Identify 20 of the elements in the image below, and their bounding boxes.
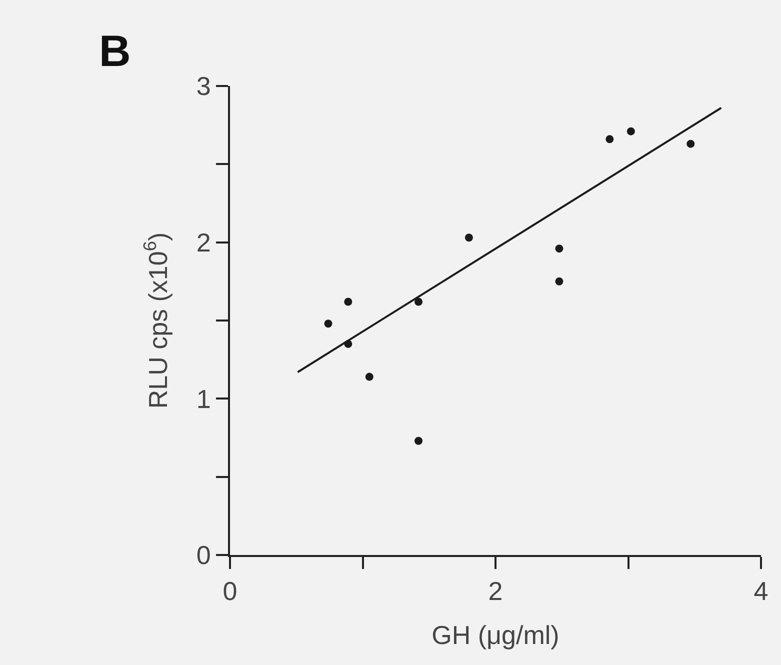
point xyxy=(626,127,635,136)
text: B xyxy=(99,27,131,76)
point xyxy=(555,277,564,286)
x-tick-label: 2 xyxy=(488,576,503,606)
y-tick-label: 0 xyxy=(196,540,211,570)
point xyxy=(555,244,564,253)
point xyxy=(606,135,614,144)
y-tick-label: 2 xyxy=(196,227,211,258)
point xyxy=(365,372,374,381)
point xyxy=(324,320,332,328)
y-tick-label: 3 xyxy=(196,71,211,102)
point xyxy=(414,436,423,445)
y-tick-label: 1 xyxy=(196,384,211,414)
x-tick-label: 0 xyxy=(222,576,238,606)
point xyxy=(344,298,352,306)
point xyxy=(686,140,695,148)
point xyxy=(414,298,423,306)
x-axis-title: GH (μg/ml) xyxy=(432,620,560,650)
point xyxy=(464,234,473,242)
x-tick-label: 4 xyxy=(754,576,768,606)
